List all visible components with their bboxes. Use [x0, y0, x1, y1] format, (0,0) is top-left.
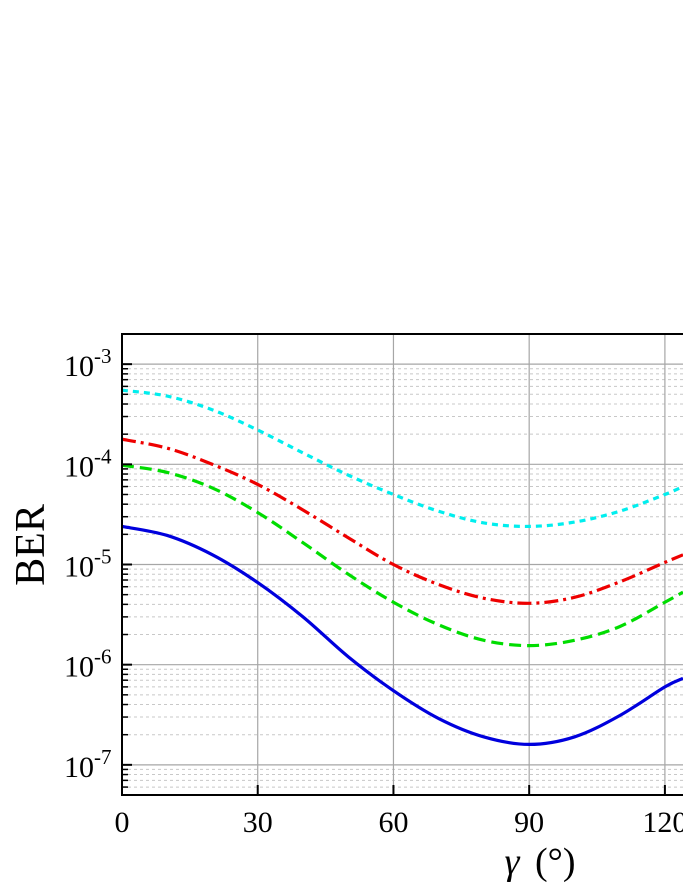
series-line-3 [121, 463, 683, 648]
x-tick-label: 90 [514, 806, 544, 839]
plot-series [121, 388, 683, 747]
axis-ticks [121, 363, 666, 795]
x-tick-label: 120 [642, 806, 683, 839]
x-axis-symbol: γ [505, 841, 521, 883]
series-line-1 [121, 388, 683, 529]
y-axis-label: BER [8, 504, 54, 586]
y-tick-label: 10-6 [64, 645, 112, 684]
y-tick-label: 10-7 [64, 745, 112, 784]
y-tick-label: 10-4 [64, 444, 112, 483]
x-axis-unit: (°) [535, 841, 576, 883]
series-line-2 [121, 437, 683, 605]
series-line-4 [121, 524, 683, 747]
tick-labels: 10-7 10-6 10-5 10-4 10-3 0 30 60 90 120 [64, 344, 683, 839]
x-tick-label: 30 [243, 806, 273, 839]
x-tick-label: 60 [378, 806, 408, 839]
y-tick-label: 10-5 [64, 545, 112, 584]
grid [122, 334, 683, 795]
x-tick-label: 0 [115, 806, 130, 839]
y-tick-label: 10-3 [64, 344, 112, 383]
x-axis-label: γ (°) [505, 841, 576, 883]
